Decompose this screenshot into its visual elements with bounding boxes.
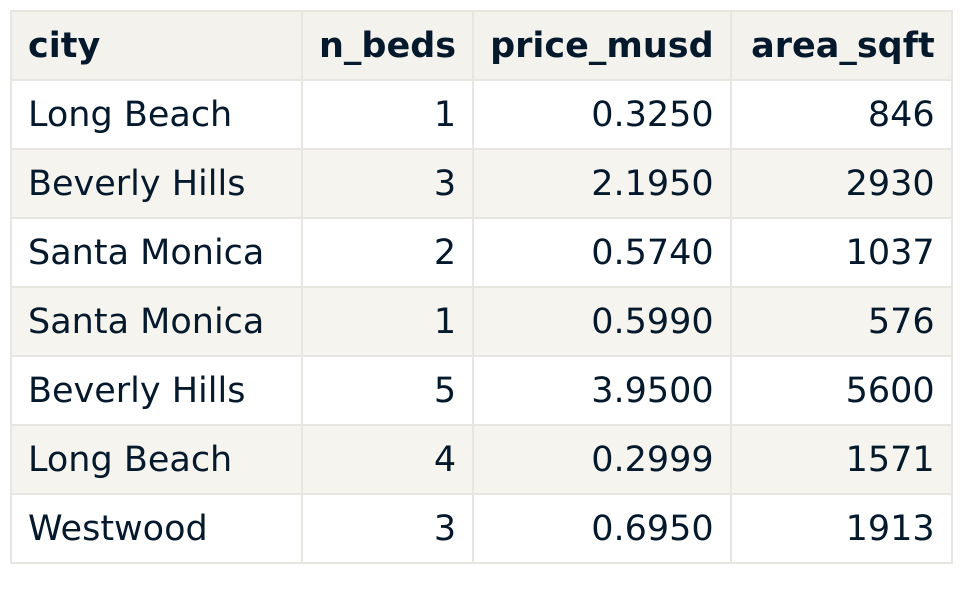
column-header-price-musd: price_musd	[472, 10, 732, 81]
cell-price-musd: 3.9500	[472, 355, 732, 426]
cell-price-musd: 0.5990	[472, 286, 732, 357]
cell-n-beds: 1	[300, 79, 475, 150]
table-row: Beverly Hills 5 3.9500 5600	[10, 355, 953, 426]
cell-city: Beverly Hills	[10, 355, 303, 426]
column-header-n-beds: n_beds	[300, 10, 475, 81]
cell-area-sqft: 2930	[729, 148, 953, 219]
cell-city: Long Beach	[10, 79, 303, 150]
cell-n-beds: 3	[300, 148, 475, 219]
cell-price-musd: 0.5740	[472, 217, 732, 288]
table-row: Santa Monica 2 0.5740 1037	[10, 217, 953, 288]
cell-city: Santa Monica	[10, 286, 303, 357]
table-row: Beverly Hills 3 2.1950 2930	[10, 148, 953, 219]
cell-price-musd: 2.1950	[472, 148, 732, 219]
column-header-city: city	[10, 10, 303, 81]
cell-price-musd: 0.3250	[472, 79, 732, 150]
table-row: Santa Monica 1 0.5990 576	[10, 286, 953, 357]
table-row: Westwood 3 0.6950 1913	[10, 493, 953, 564]
cell-price-musd: 0.6950	[472, 493, 732, 564]
cell-price-musd: 0.2999	[472, 424, 732, 495]
cell-city: Westwood	[10, 493, 303, 564]
cell-area-sqft: 846	[729, 79, 953, 150]
cell-area-sqft: 1913	[729, 493, 953, 564]
cell-area-sqft: 5600	[729, 355, 953, 426]
table-body: Long Beach 1 0.3250 846 Beverly Hills 3 …	[10, 79, 953, 564]
cell-city: Beverly Hills	[10, 148, 303, 219]
data-table: city n_beds price_musd area_sqft Long Be…	[10, 10, 953, 564]
cell-n-beds: 4	[300, 424, 475, 495]
table-header: city n_beds price_musd area_sqft	[10, 10, 953, 81]
cell-n-beds: 1	[300, 286, 475, 357]
table-row: Long Beach 1 0.3250 846	[10, 79, 953, 150]
cell-area-sqft: 576	[729, 286, 953, 357]
table-container: city n_beds price_musd area_sqft Long Be…	[10, 10, 953, 564]
cell-area-sqft: 1037	[729, 217, 953, 288]
column-header-area-sqft: area_sqft	[729, 10, 953, 81]
cell-city: Santa Monica	[10, 217, 303, 288]
cell-n-beds: 3	[300, 493, 475, 564]
cell-area-sqft: 1571	[729, 424, 953, 495]
table-row: Long Beach 4 0.2999 1571	[10, 424, 953, 495]
cell-city: Long Beach	[10, 424, 303, 495]
cell-n-beds: 2	[300, 217, 475, 288]
cell-n-beds: 5	[300, 355, 475, 426]
header-row: city n_beds price_musd area_sqft	[10, 10, 953, 81]
